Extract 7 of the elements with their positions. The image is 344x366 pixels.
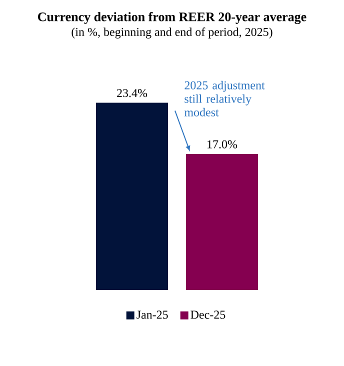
chart-title: Currency deviation from REER 20-year average bbox=[38, 12, 306, 24]
chart-subtitle: (in %, beginning and end of period, 2025) bbox=[72, 27, 272, 39]
legend-label: Dec-25 bbox=[190, 310, 226, 319]
legend-label: Jan-25 bbox=[136, 310, 168, 319]
data-label: 17.0% bbox=[208, 140, 238, 148]
data-label: 23.4% bbox=[117, 89, 148, 98]
annotation: 2025 adjustment still relatively modest bbox=[184, 80, 265, 116]
